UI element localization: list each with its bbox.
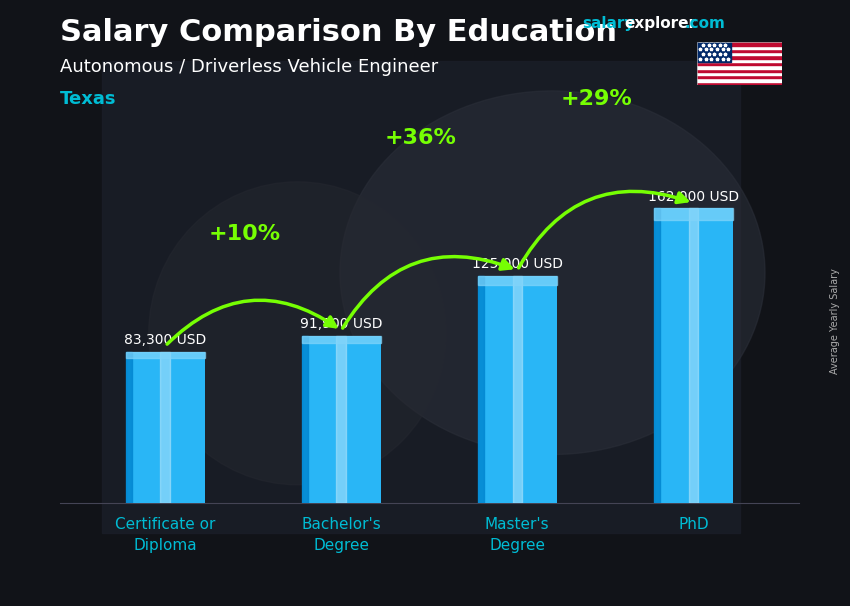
Bar (161, 351, 170, 503)
Bar (697, 62, 782, 65)
Bar (126, 351, 205, 503)
Ellipse shape (340, 91, 765, 454)
Bar (478, 276, 484, 503)
Bar (513, 276, 522, 503)
Text: Average Yearly Salary: Average Yearly Salary (830, 268, 840, 374)
Text: 162,000 USD: 162,000 USD (648, 190, 739, 204)
Text: 83,300 USD: 83,300 USD (124, 333, 207, 347)
Bar (302, 336, 381, 503)
Text: Texas: Texas (60, 90, 116, 108)
Bar (302, 336, 308, 503)
Bar (697, 59, 782, 62)
Text: 91,900 USD: 91,900 USD (300, 318, 383, 331)
Text: +10%: +10% (208, 224, 280, 244)
Bar (697, 56, 782, 59)
Text: +29%: +29% (561, 89, 632, 110)
Ellipse shape (149, 182, 446, 485)
Bar (688, 208, 698, 503)
Bar (478, 276, 557, 503)
Bar (478, 276, 557, 285)
Bar (126, 351, 205, 358)
Bar (697, 42, 782, 45)
Text: +36%: +36% (384, 127, 456, 148)
Bar (697, 52, 782, 56)
Text: Salary Comparison By Education: Salary Comparison By Education (60, 18, 616, 47)
Bar (697, 78, 782, 82)
Bar (337, 336, 346, 503)
Bar (126, 351, 132, 503)
Text: explorer: explorer (625, 16, 697, 32)
Text: salary: salary (582, 16, 635, 32)
Text: 125,000 USD: 125,000 USD (472, 257, 563, 271)
Bar (697, 42, 731, 62)
Bar (697, 68, 782, 72)
Bar (697, 49, 782, 52)
Text: Autonomous / Driverless Vehicle Engineer: Autonomous / Driverless Vehicle Engineer (60, 58, 438, 76)
Text: .com: .com (684, 16, 725, 32)
Bar (697, 45, 782, 49)
Bar (302, 336, 381, 342)
Bar (654, 208, 660, 503)
Bar (102, 61, 740, 533)
Bar (697, 75, 782, 78)
Bar (697, 72, 782, 75)
Bar (654, 208, 733, 503)
Bar (697, 65, 782, 68)
Bar (697, 82, 782, 85)
Bar (654, 208, 733, 220)
